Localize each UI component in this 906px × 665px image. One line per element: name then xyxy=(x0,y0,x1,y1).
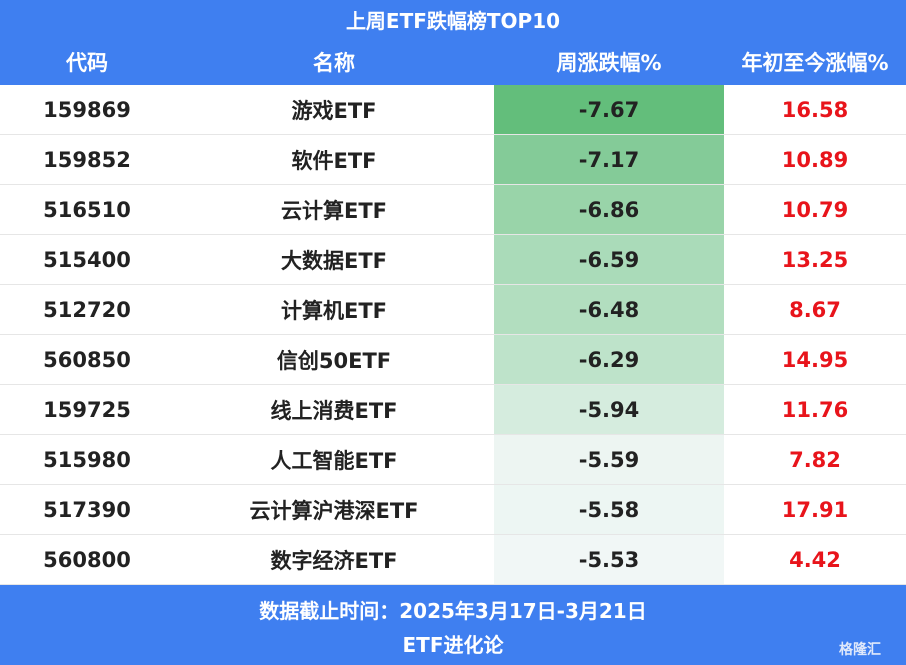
weekly-change: -6.59 xyxy=(578,248,640,272)
footer: 数据截止时间：2025年3月17日-3月21日 ETF进化论 格隆汇 xyxy=(0,585,906,665)
row-divider xyxy=(0,384,906,385)
ytd-change: 10.89 xyxy=(781,148,849,172)
name: 大数据ETF xyxy=(280,249,387,273)
name: 游戏ETF xyxy=(291,99,377,123)
weekly-change: -7.67 xyxy=(578,98,640,122)
heat-cell xyxy=(494,335,724,385)
heat-cell xyxy=(494,185,724,235)
weekly-change: -6.29 xyxy=(578,348,640,372)
name: 数字经济ETF xyxy=(270,549,398,573)
code: 560800 xyxy=(43,548,131,572)
ytd-change: 8.67 xyxy=(789,298,841,322)
row-divider xyxy=(0,484,906,485)
heat-cell xyxy=(494,235,724,285)
heat-cell xyxy=(494,135,724,185)
column-header: 周涨跌幅% xyxy=(556,50,662,75)
row-divider xyxy=(0,284,906,285)
row-divider xyxy=(0,184,906,185)
title-bar: 上周ETF跌幅榜TOP10 xyxy=(0,0,906,38)
ytd-change: 4.42 xyxy=(789,548,841,572)
ytd-change: 10.79 xyxy=(781,198,849,222)
title: 上周ETF跌幅榜TOP10 xyxy=(345,8,561,33)
ytd-change: 11.76 xyxy=(781,398,849,422)
heat-cell xyxy=(494,435,724,485)
watermark: 格隆汇 xyxy=(839,642,881,658)
code: 159725 xyxy=(43,398,131,422)
weekly-change: -5.53 xyxy=(578,548,640,572)
weekly-change: -5.58 xyxy=(578,498,640,522)
row-divider xyxy=(0,534,906,535)
name: 软件ETF xyxy=(291,149,377,173)
heat-cell xyxy=(494,535,724,585)
weekly-change: -5.94 xyxy=(578,398,640,422)
column-header: 年初至今涨幅% xyxy=(741,50,889,75)
name: 计算机ETF xyxy=(280,299,387,323)
heat-cell xyxy=(494,285,724,335)
name: 云计算沪港深ETF xyxy=(249,499,419,523)
date-note: 数据截止时间：2025年3月17日-3月21日 xyxy=(259,598,647,623)
name: 信创50ETF xyxy=(276,349,392,373)
code: 516510 xyxy=(43,198,131,222)
row-divider xyxy=(0,134,906,135)
row-divider xyxy=(0,584,906,585)
ytd-change: 16.58 xyxy=(781,98,849,122)
code: 515980 xyxy=(43,448,131,472)
code: 159869 xyxy=(43,98,131,122)
code: 560850 xyxy=(43,348,131,372)
code: 517390 xyxy=(43,498,131,522)
heat-cell xyxy=(494,85,724,135)
ytd-change: 17.91 xyxy=(781,498,849,522)
name: 人工智能ETF xyxy=(270,449,398,473)
row-divider xyxy=(0,434,906,435)
heat-cell xyxy=(494,385,724,435)
column-header: 代码 xyxy=(66,50,108,75)
weekly-change: -7.17 xyxy=(578,148,640,172)
weekly-change: -5.59 xyxy=(578,448,640,472)
row-divider xyxy=(0,334,906,335)
name: 线上消费ETF xyxy=(270,399,398,423)
name: 云计算ETF xyxy=(280,199,387,223)
source: ETF进化论 xyxy=(402,632,504,657)
row-divider xyxy=(0,234,906,235)
ytd-change: 7.82 xyxy=(789,448,841,472)
weekly-change: -6.48 xyxy=(578,298,640,322)
ytd-change: 14.95 xyxy=(781,348,849,372)
column-header: 名称 xyxy=(313,50,355,75)
heat-cell xyxy=(494,485,724,535)
code: 515400 xyxy=(43,248,131,272)
header-row: 代码 名称 周涨跌幅% 年初至今涨幅% xyxy=(0,38,906,85)
weekly-change: -6.86 xyxy=(578,198,640,222)
ytd-change: 13.25 xyxy=(781,248,849,272)
code: 512720 xyxy=(43,298,131,322)
code: 159852 xyxy=(43,148,131,172)
